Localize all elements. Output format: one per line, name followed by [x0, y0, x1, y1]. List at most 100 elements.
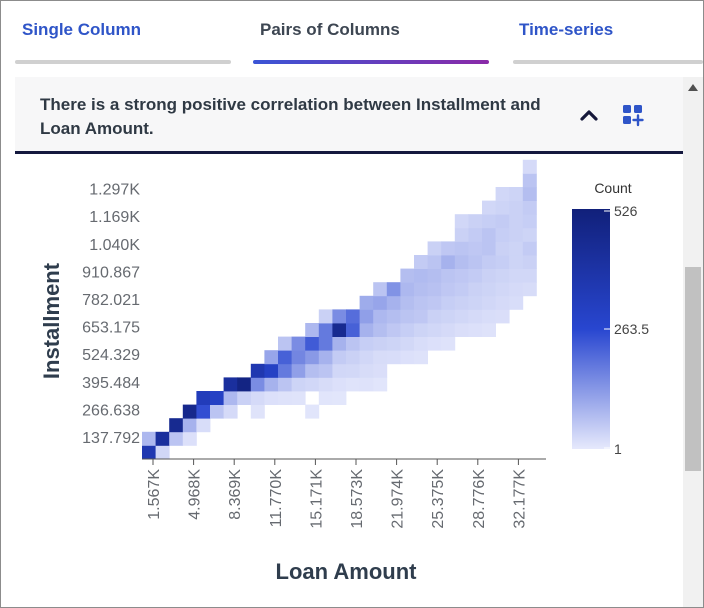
- heatmap-cell[interactable]: [468, 295, 483, 310]
- heatmap-cell[interactable]: [495, 241, 510, 256]
- heatmap-cell[interactable]: [373, 295, 388, 310]
- heatmap-cell[interactable]: [468, 282, 483, 297]
- heatmap-cell[interactable]: [509, 241, 524, 256]
- heatmap-cell[interactable]: [441, 323, 456, 337]
- heatmap-cell[interactable]: [427, 268, 442, 283]
- heatmap-cell[interactable]: [373, 350, 388, 365]
- tab-pairs-of-columns[interactable]: Pairs of Columns: [253, 1, 489, 67]
- heatmap-cell[interactable]: [250, 404, 265, 419]
- heatmap-cell[interactable]: [196, 418, 211, 433]
- heatmap-cell[interactable]: [468, 309, 483, 324]
- heatmap-cell[interactable]: [210, 391, 224, 405]
- heatmap-cell[interactable]: [482, 200, 496, 215]
- heatmap-cell[interactable]: [223, 404, 238, 419]
- heatmap-cell[interactable]: [346, 323, 360, 337]
- heatmap-cell[interactable]: [427, 309, 442, 324]
- heatmap-cell[interactable]: [468, 214, 483, 229]
- heatmap-cell[interactable]: [454, 295, 469, 310]
- heatmap-cell[interactable]: [414, 282, 428, 297]
- heatmap-cell[interactable]: [169, 418, 184, 433]
- heatmap-cell[interactable]: [237, 377, 252, 392]
- heatmap-cell[interactable]: [495, 255, 510, 269]
- heatmap-cell[interactable]: [359, 377, 374, 392]
- heatmap-cell[interactable]: [264, 363, 279, 378]
- heatmap-cell[interactable]: [346, 363, 360, 378]
- heatmap-cell[interactable]: [291, 336, 306, 351]
- heatmap-cell[interactable]: [305, 363, 320, 378]
- heatmap-cell[interactable]: [182, 404, 197, 419]
- heatmap-cell[interactable]: [522, 200, 537, 215]
- heatmap-cell[interactable]: [196, 391, 211, 405]
- heatmap-cell[interactable]: [318, 391, 333, 405]
- heatmap-cell[interactable]: [522, 268, 537, 283]
- heatmap-cell[interactable]: [414, 255, 428, 269]
- heatmap-cell[interactable]: [414, 323, 428, 337]
- heatmap-cell[interactable]: [318, 309, 333, 324]
- heatmap-cell[interactable]: [305, 377, 320, 392]
- heatmap-cell[interactable]: [305, 404, 320, 419]
- heatmap-cell[interactable]: [509, 214, 524, 229]
- tab-time-series[interactable]: Time-series: [513, 1, 703, 67]
- heatmap-cell[interactable]: [250, 363, 265, 378]
- heatmap-cell[interactable]: [250, 391, 265, 405]
- heatmap-cell[interactable]: [278, 350, 292, 365]
- heatmap-cell[interactable]: [454, 241, 469, 256]
- heatmap-cell[interactable]: [359, 309, 374, 324]
- heatmap-cell[interactable]: [386, 336, 401, 351]
- heatmap-cell[interactable]: [169, 431, 184, 446]
- heatmap-cell[interactable]: [495, 187, 510, 201]
- heatmap-cell[interactable]: [414, 350, 428, 365]
- heatmap-cell[interactable]: [305, 336, 320, 351]
- heatmap-cell[interactable]: [182, 418, 197, 433]
- heatmap-cell[interactable]: [318, 336, 333, 351]
- heatmap-cell[interactable]: [291, 377, 306, 392]
- heatmap-cell[interactable]: [359, 323, 374, 337]
- heatmap-cell[interactable]: [482, 255, 496, 269]
- heatmap-cell[interactable]: [346, 336, 360, 351]
- heatmap-cell[interactable]: [482, 227, 496, 242]
- heatmap-cell[interactable]: [223, 391, 238, 405]
- heatmap-cell[interactable]: [509, 200, 524, 215]
- heatmap-cell[interactable]: [373, 323, 388, 337]
- heatmap-cell[interactable]: [468, 323, 483, 337]
- heatmap-cell[interactable]: [332, 336, 347, 351]
- heatmap-cell[interactable]: [264, 391, 279, 405]
- heatmap-cell[interactable]: [454, 323, 469, 337]
- heatmap-cell[interactable]: [495, 282, 510, 297]
- scroll-up-arrow-icon[interactable]: [688, 84, 698, 91]
- heatmap-cell[interactable]: [427, 241, 442, 256]
- heatmap-cell[interactable]: [441, 295, 456, 310]
- heatmap-cell[interactable]: [264, 377, 279, 392]
- heatmap-cell[interactable]: [291, 391, 306, 405]
- heatmap-cell[interactable]: [414, 295, 428, 310]
- heatmap-cell[interactable]: [278, 391, 292, 405]
- heatmap-cell[interactable]: [454, 214, 469, 229]
- heatmap-cell[interactable]: [427, 255, 442, 269]
- add-widget-button[interactable]: [621, 103, 645, 127]
- heatmap-cell[interactable]: [454, 255, 469, 269]
- heatmap-cell[interactable]: [482, 309, 496, 324]
- heatmap-cell[interactable]: [318, 377, 333, 392]
- heatmap-cell[interactable]: [495, 295, 510, 310]
- heatmap-cell[interactable]: [332, 377, 347, 392]
- heatmap-cell[interactable]: [373, 282, 388, 297]
- heatmap-cell[interactable]: [441, 282, 456, 297]
- heatmap-cell[interactable]: [346, 350, 360, 365]
- heatmap-cell[interactable]: [468, 268, 483, 283]
- heatmap-cell[interactable]: [454, 282, 469, 297]
- heatmap-cell[interactable]: [495, 309, 510, 324]
- heatmap-cell[interactable]: [318, 323, 333, 337]
- heatmap-cell[interactable]: [210, 404, 224, 419]
- heatmap-cell[interactable]: [305, 350, 320, 365]
- heatmap-cell[interactable]: [237, 391, 252, 405]
- heatmap-cell[interactable]: [332, 363, 347, 378]
- heatmap-cell[interactable]: [332, 350, 347, 365]
- heatmap-cell[interactable]: [509, 295, 524, 310]
- heatmap-cell[interactable]: [495, 200, 510, 215]
- vertical-scrollbar[interactable]: [683, 77, 703, 607]
- heatmap-cell[interactable]: [250, 377, 265, 392]
- heatmap-cell[interactable]: [346, 309, 360, 324]
- heatmap-cell[interactable]: [400, 323, 415, 337]
- heatmap-cell[interactable]: [291, 363, 306, 378]
- heatmap-cell[interactable]: [155, 431, 170, 446]
